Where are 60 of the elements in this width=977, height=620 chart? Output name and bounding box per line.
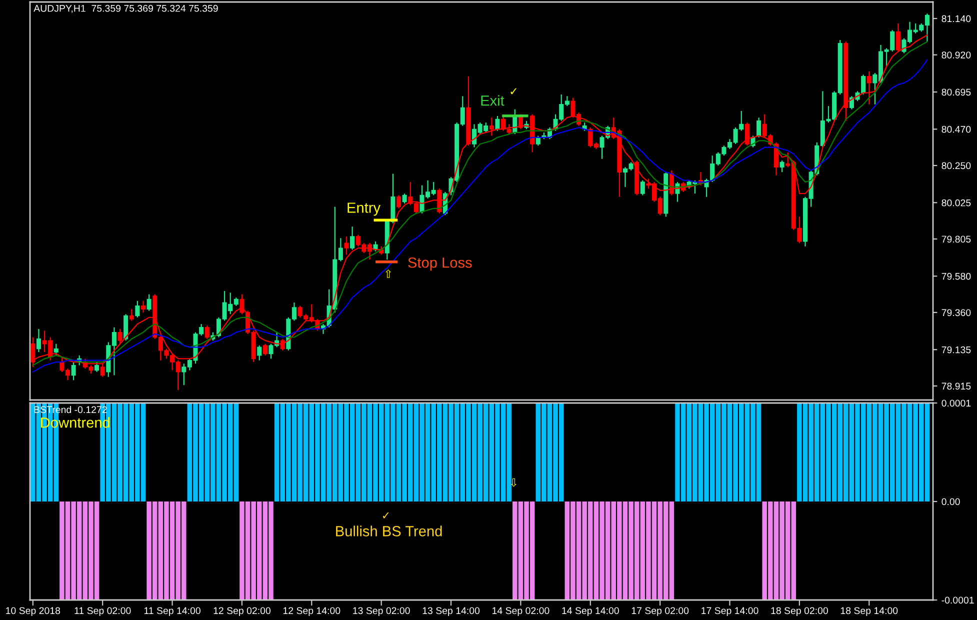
x-tick-label: 18 Sep 02:00	[771, 607, 828, 616]
y-tick-label: 80.695	[942, 88, 971, 96]
candlestick	[129, 308, 134, 322]
chart-title: AUDJPY,H1 75.359 75.369 75.324 75.359	[34, 4, 218, 13]
y-tick-label: 0.00	[942, 498, 960, 506]
candlestick	[262, 343, 268, 356]
candlestick	[204, 325, 210, 340]
candlestick	[257, 344, 262, 361]
candlestick	[135, 300, 140, 318]
y-tick-label: 80.250	[942, 162, 971, 170]
x-tick-label: 12 Sep 14:00	[283, 607, 340, 616]
x-tick-label: 12 Sep 02:00	[214, 607, 270, 616]
y-tick-label: 80.025	[942, 199, 971, 206]
y-tick-label: 79.135	[942, 346, 971, 354]
candlestick	[350, 226, 355, 250]
x-tick-label: 13 Sep 14:00	[422, 607, 480, 616]
annotation: ✓	[382, 512, 389, 518]
candlestick	[744, 122, 750, 146]
x-tick-label: 14 Sep 02:00	[492, 607, 550, 616]
x-tick-label: 13 Sep 02:00	[353, 607, 410, 616]
candlestick	[396, 194, 402, 209]
x-tick-label: 17 Sep 14:00	[702, 607, 758, 616]
x-tick-label: 11 Sep 14:00	[144, 607, 200, 616]
annotation: ⇧	[386, 270, 392, 278]
candlestick	[640, 180, 645, 196]
y-tick-label: 79.580	[942, 272, 971, 280]
candlestick	[756, 117, 762, 138]
candlestick	[140, 300, 146, 314]
annotation: ✓	[510, 88, 516, 94]
y-tick-label: 0.0001	[942, 400, 971, 407]
candlestick	[780, 160, 784, 173]
x-tick-label: 17 Sep 02:00	[632, 607, 689, 616]
y-tick-label: 80.920	[942, 52, 971, 58]
annotation: Entry	[348, 202, 380, 216]
x-tick-label: 10 Sep 2018	[6, 607, 60, 616]
candlestick	[495, 115, 500, 132]
y-tick-label: 80.470	[942, 126, 971, 133]
x-tick-label: 14 Sep 14:00	[562, 607, 619, 616]
candlestick	[536, 135, 540, 146]
candlestick	[71, 361, 76, 381]
candlestick	[118, 328, 122, 344]
y-tick-label: 78.915	[942, 382, 971, 390]
candlestick	[489, 117, 494, 136]
candlestick	[54, 343, 58, 356]
x-tick-label: 11 Sep 02:00	[74, 607, 131, 616]
candlestick	[866, 70, 872, 105]
y-tick-label: -0.0001	[942, 596, 974, 604]
y-tick-label: 79.360	[942, 309, 971, 316]
candlestick	[94, 361, 100, 372]
annotation: Exit	[481, 95, 504, 106]
y-tick-label: 81.140	[942, 15, 971, 22]
annotation: Bullish BS Trend	[336, 526, 442, 536]
candlestick	[146, 294, 152, 312]
x-tick-label: 18 Sep 14:00	[840, 607, 898, 616]
candlestick	[402, 193, 407, 204]
candlestick	[344, 236, 349, 256]
candlestick	[36, 328, 41, 353]
annotation: Stop Loss	[408, 257, 472, 271]
y-tick-label: 79.805	[942, 236, 971, 243]
candlestick	[124, 314, 128, 342]
